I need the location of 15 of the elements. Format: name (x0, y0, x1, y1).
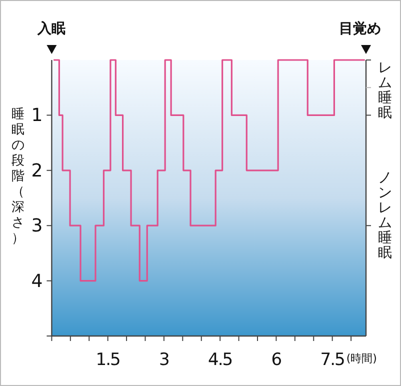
text: ノンレム睡眠 (378, 170, 392, 261)
x-axis-title: (時間) (346, 352, 377, 365)
x-tick-label: 7.5 (320, 350, 345, 370)
x-tick-label: 6 (271, 350, 282, 370)
y-tick-label: 1 (31, 105, 43, 126)
text: レム睡眠 (378, 60, 392, 121)
text: 入眠 (36, 21, 66, 37)
x-tick-label: 3 (159, 350, 170, 370)
x-tick-label: 1.5 (96, 350, 120, 370)
y-tick-label: 3 (31, 216, 43, 237)
x-tick-label: 4.5 (208, 350, 232, 370)
y-tick-label: 4 (31, 270, 43, 292)
text: 目覚め (339, 20, 381, 37)
y-tick-label: 2 (31, 160, 43, 182)
text: 睡眠の段階（深さ） (12, 107, 24, 246)
